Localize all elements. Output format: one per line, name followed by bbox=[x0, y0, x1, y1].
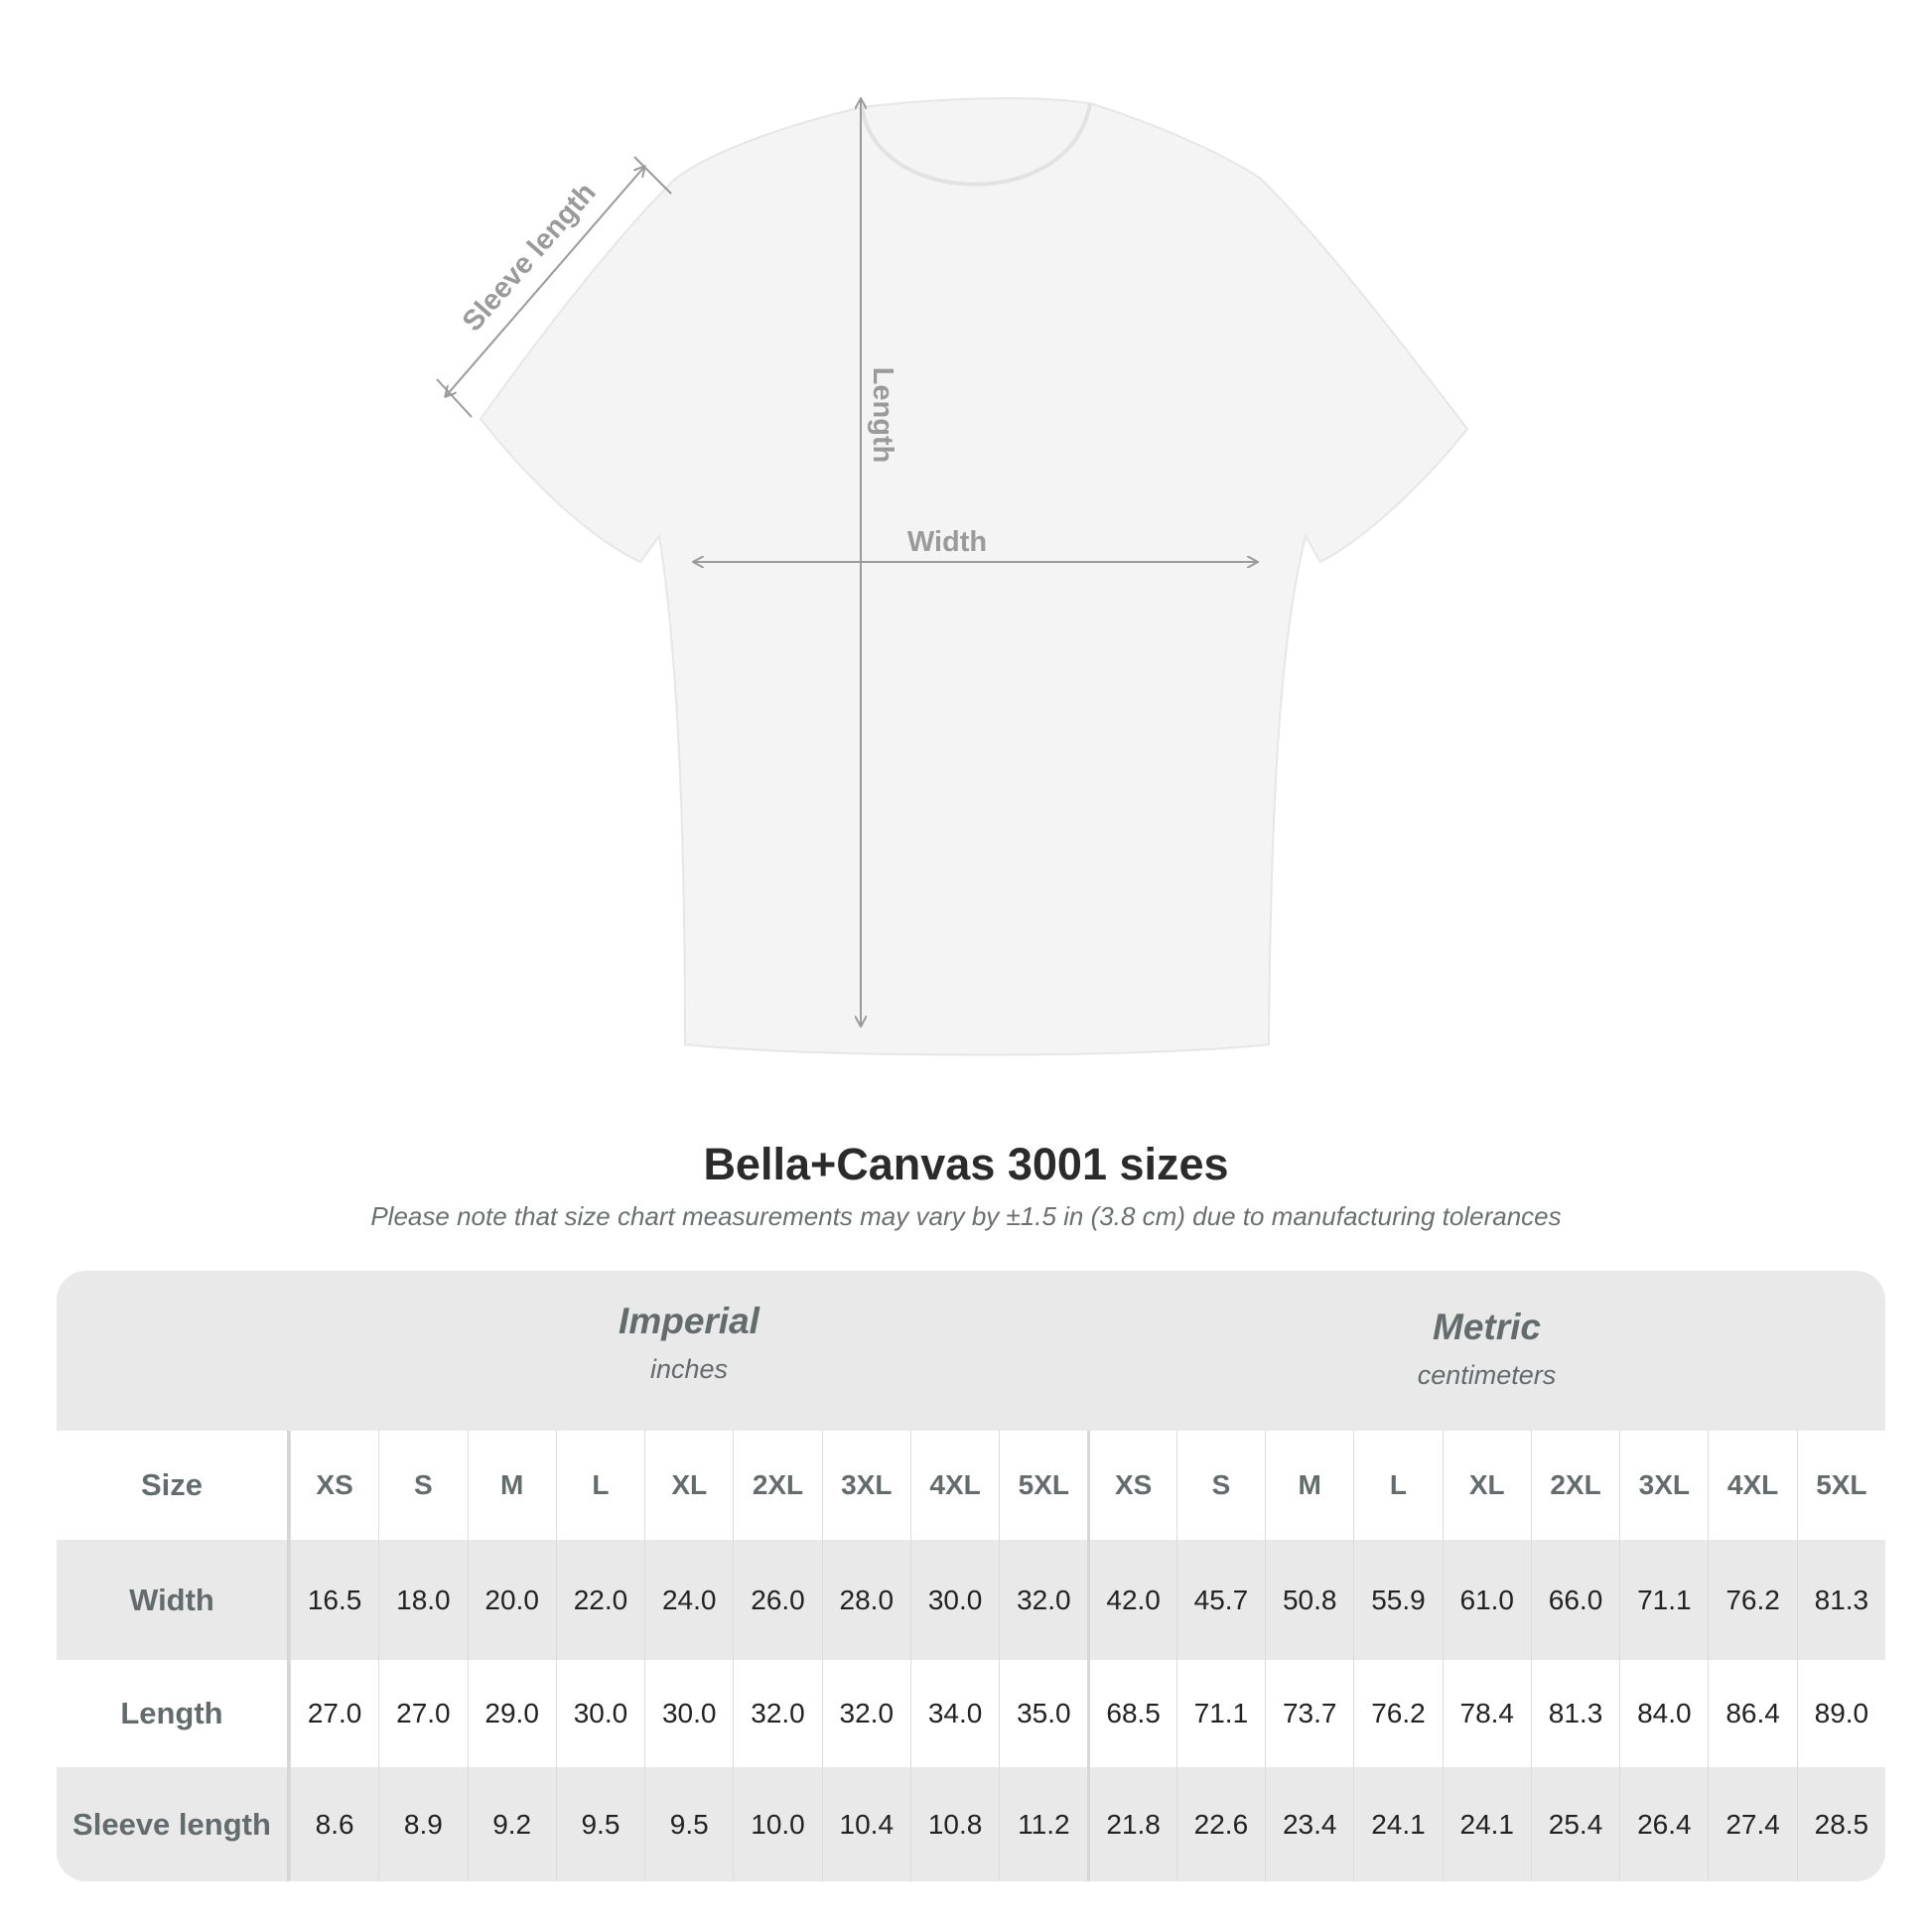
imperial-value-cell: 28.0 bbox=[821, 1540, 910, 1660]
metric-size-header: 3XL bbox=[1619, 1431, 1708, 1540]
width-label: Width bbox=[907, 526, 987, 558]
tshirt-collar bbox=[860, 102, 1092, 187]
size-table: Imperial inches Metric centimeters Size … bbox=[57, 1271, 1885, 1881]
imperial-size-header: XL bbox=[644, 1431, 733, 1540]
metric-value-cell: 55.9 bbox=[1353, 1540, 1442, 1660]
sleeve-length-arrow bbox=[446, 167, 644, 396]
metric-value-cell: 86.4 bbox=[1708, 1660, 1796, 1767]
imperial-value-cell: 27.0 bbox=[289, 1660, 378, 1767]
metric-value-cell: 66.0 bbox=[1530, 1540, 1619, 1660]
imperial-size-header: M bbox=[467, 1431, 556, 1540]
metric-size-header: 5XL bbox=[1796, 1431, 1885, 1540]
metric-size-header: 2XL bbox=[1530, 1431, 1619, 1540]
imperial-value-cell: 9.5 bbox=[644, 1767, 733, 1881]
imperial-value-cell: 18.0 bbox=[378, 1540, 467, 1660]
imperial-size-header: 5XL bbox=[999, 1431, 1087, 1540]
metric-value-cell: 24.1 bbox=[1442, 1767, 1531, 1881]
imperial-value-cell: 9.5 bbox=[555, 1767, 644, 1881]
imperial-value-cell: 30.0 bbox=[644, 1660, 733, 1767]
imperial-value-cell: 32.0 bbox=[999, 1540, 1087, 1660]
page-title: Bella+Canvas 3001 sizes bbox=[703, 1139, 1229, 1189]
metric-value-cell: 78.4 bbox=[1442, 1660, 1531, 1767]
imperial-title: Imperial bbox=[619, 1301, 759, 1341]
imperial-size-header: XS bbox=[289, 1431, 378, 1540]
metric-value-cell: 25.4 bbox=[1530, 1767, 1619, 1881]
imperial-value-cell: 9.2 bbox=[467, 1767, 556, 1881]
imperial-unit: inches bbox=[649, 1354, 729, 1384]
size-header-row: Size XS S M L XL 2XL 3XL 4XL 5XL XS S M L XL 2XL 3XL 4XL… bbox=[57, 1431, 1885, 1540]
metric-value-cell: 73.7 bbox=[1265, 1660, 1353, 1767]
size-label: Size bbox=[57, 1431, 290, 1540]
metric-size-header: 4XL bbox=[1708, 1431, 1796, 1540]
metric-size-header: S bbox=[1175, 1431, 1265, 1540]
imperial-value-cell: 32.0 bbox=[821, 1660, 910, 1767]
metric-group: Metric centimeters bbox=[1088, 1307, 1885, 1391]
metric-value-cell: 23.4 bbox=[1265, 1767, 1353, 1881]
imperial-size-header: L bbox=[555, 1431, 644, 1540]
metric-size-header: L bbox=[1353, 1431, 1442, 1540]
metric-unit: centimeters bbox=[1417, 1360, 1557, 1390]
table-row-length: Length 27.0 27.0 29.0 30.0 30.0 32.0 32.0 34.0 35… bbox=[57, 1660, 1885, 1767]
imperial-value-cell: 8.9 bbox=[378, 1767, 467, 1881]
imperial-value-cell: 26.0 bbox=[733, 1540, 821, 1660]
table-row-width: Width 16.5 18.0 20.0 22.0 24.0 26.0 28.0 30.0 32.… bbox=[57, 1540, 1885, 1660]
metric-value-cell: 76.2 bbox=[1353, 1660, 1442, 1767]
metric-value-cell: 71.1 bbox=[1175, 1660, 1265, 1767]
metric-value-cell: 42.0 bbox=[1087, 1540, 1175, 1660]
metric-value-cell: 81.3 bbox=[1796, 1540, 1885, 1660]
imperial-value-cell: 24.0 bbox=[644, 1540, 733, 1660]
metric-size-header: XL bbox=[1442, 1431, 1531, 1540]
imperial-value-cell: 34.0 bbox=[909, 1660, 999, 1767]
imperial-value-cell: 30.0 bbox=[555, 1660, 644, 1767]
metric-value-cell: 50.8 bbox=[1265, 1540, 1353, 1660]
imperial-value-cell: 10.4 bbox=[821, 1767, 910, 1881]
table-row-sleeve-length: Sleeve length 8.6 8.9 9.2 9.5 9.5 10.0 10.4 10.8… bbox=[57, 1767, 1885, 1881]
imperial-size-header: S bbox=[378, 1431, 467, 1540]
row-label: Sleeve length bbox=[57, 1767, 290, 1881]
tshirt-measurement-diagram: Sleeve length Length Width bbox=[436, 0, 1469, 1056]
metric-value-cell: 27.4 bbox=[1708, 1767, 1796, 1881]
imperial-value-cell: 11.2 bbox=[999, 1767, 1087, 1881]
imperial-value-cell: 32.0 bbox=[733, 1660, 821, 1767]
table-group-header: Imperial inches Metric centimeters bbox=[57, 1271, 1885, 1431]
metric-value-cell: 89.0 bbox=[1796, 1660, 1885, 1767]
imperial-size-header: 3XL bbox=[821, 1431, 910, 1540]
row-label: Width bbox=[57, 1540, 290, 1660]
metric-value-cell: 26.4 bbox=[1619, 1767, 1708, 1881]
imperial-value-cell: 29.0 bbox=[467, 1660, 556, 1767]
imperial-value-cell: 10.8 bbox=[909, 1767, 999, 1881]
imperial-value-cell: 22.0 bbox=[555, 1540, 644, 1660]
metric-value-cell: 21.8 bbox=[1087, 1767, 1175, 1881]
imperial-value-cell: 35.0 bbox=[999, 1660, 1087, 1767]
imperial-value-cell: 10.0 bbox=[733, 1767, 821, 1881]
metric-value-cell: 81.3 bbox=[1530, 1660, 1619, 1767]
row-label: Length bbox=[57, 1660, 290, 1767]
metric-size-header: XS bbox=[1087, 1431, 1175, 1540]
imperial-value-cell: 8.6 bbox=[289, 1767, 378, 1881]
metric-value-cell: 76.2 bbox=[1708, 1540, 1796, 1660]
imperial-group: Imperial inches bbox=[290, 1301, 1088, 1385]
metric-value-cell: 45.7 bbox=[1175, 1540, 1265, 1660]
imperial-value-cell: 20.0 bbox=[467, 1540, 556, 1660]
metric-value-cell: 68.5 bbox=[1087, 1660, 1175, 1767]
tshirt-image bbox=[479, 97, 1469, 1056]
metric-value-cell: 28.5 bbox=[1796, 1767, 1885, 1881]
metric-value-cell: 84.0 bbox=[1619, 1660, 1708, 1767]
imperial-size-header: 2XL bbox=[733, 1431, 821, 1540]
metric-value-cell: 71.1 bbox=[1619, 1540, 1708, 1660]
metric-value-cell: 61.0 bbox=[1442, 1540, 1531, 1660]
imperial-value-cell: 16.5 bbox=[289, 1540, 378, 1660]
metric-title: Metric bbox=[1433, 1307, 1541, 1347]
metric-size-header: M bbox=[1265, 1431, 1353, 1540]
metric-value-cell: 24.1 bbox=[1353, 1767, 1442, 1881]
imperial-value-cell: 30.0 bbox=[909, 1540, 999, 1660]
metric-value-cell: 22.6 bbox=[1175, 1767, 1265, 1881]
length-label: Length bbox=[867, 367, 898, 464]
imperial-size-header: 4XL bbox=[909, 1431, 999, 1540]
tolerance-note: Please note that size chart measurements… bbox=[370, 1201, 1562, 1231]
imperial-value-cell: 27.0 bbox=[378, 1660, 467, 1767]
